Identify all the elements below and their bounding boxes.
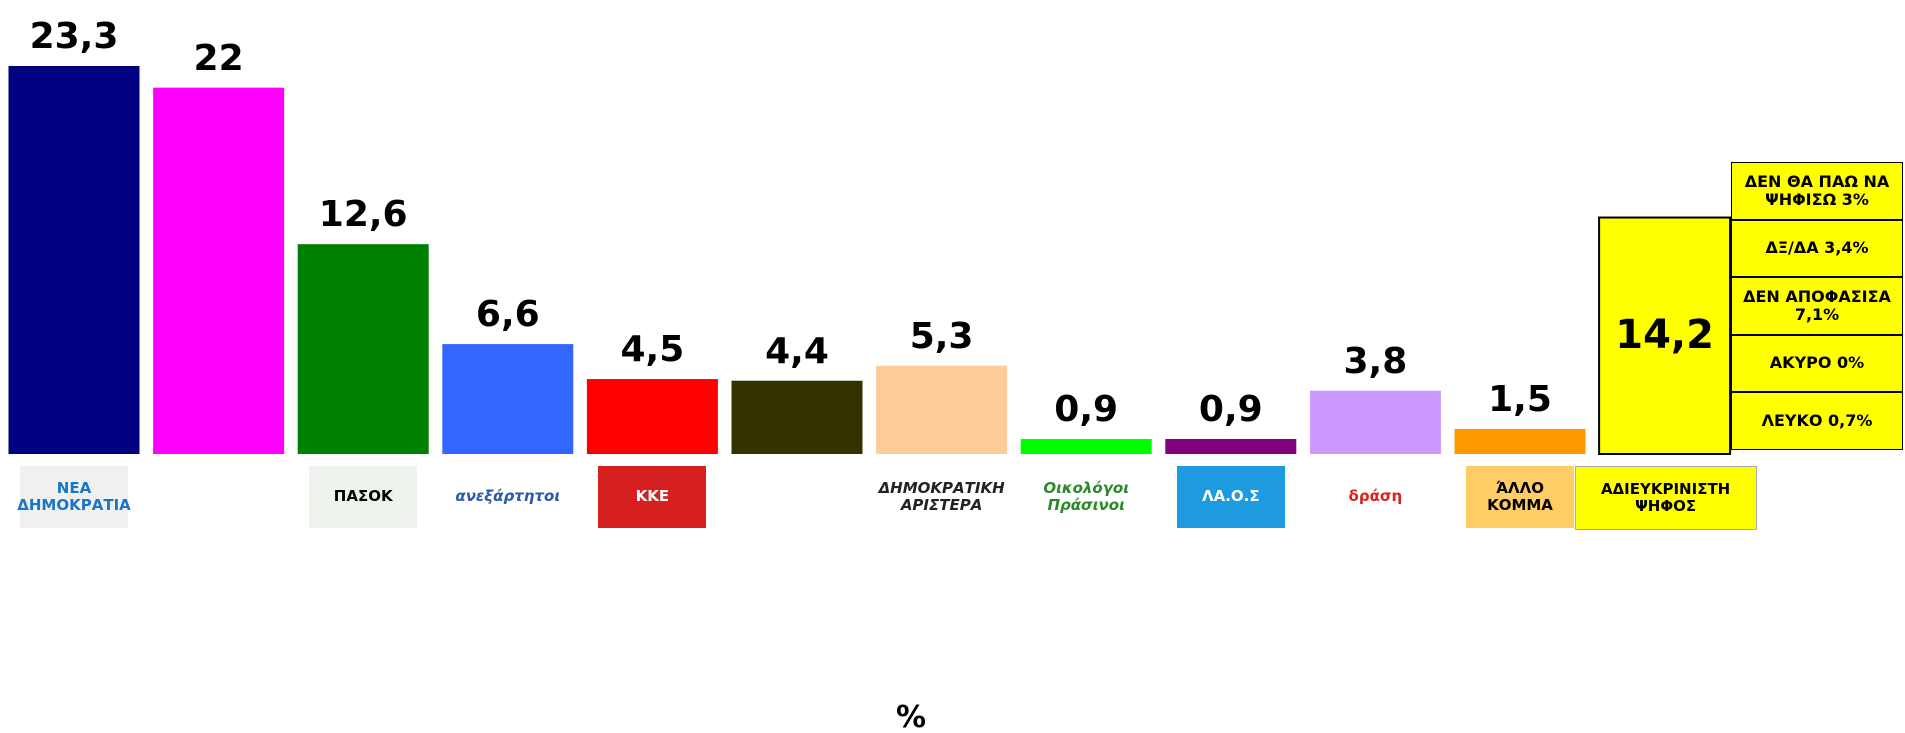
value-label: 6,6 — [475, 294, 540, 336]
x-tick-label: ΚΚΕ — [598, 466, 707, 528]
value-label: 0,9 — [1198, 389, 1263, 430]
bar — [442, 344, 574, 454]
bar — [1454, 429, 1586, 454]
bar — [731, 380, 863, 454]
value-label: 12,6 — [318, 194, 408, 236]
annotation: ΔΞ/ΔΑ 3,4% — [1731, 219, 1903, 277]
value-label: 1,5 — [1488, 379, 1552, 421]
annotation: ΔΕΝ ΑΠΟΦΑΣΙΣΑ 7,1% — [1731, 277, 1903, 335]
bar — [1165, 439, 1297, 454]
bar — [1309, 390, 1441, 454]
x-tick-label: ΠΑΣΟΚ — [309, 466, 418, 528]
x-tick-label: ΑΔΙΕΥΚΡΙΝΙΣΤΗ ΨΗΦΟΣ — [1574, 466, 1757, 530]
x-tick-label: Οικολόγοι Πράσινοι — [1043, 478, 1130, 514]
x-tick-label: ανεξάρτητοι — [455, 487, 561, 506]
x-axis-label: % — [895, 700, 927, 733]
value-label: 0,9 — [1054, 389, 1119, 430]
annotation: ΑΚΥΡΟ 0% — [1731, 334, 1903, 392]
bar — [297, 244, 429, 454]
annotation: ΛΕΥΚΟ 0,7% — [1731, 392, 1903, 450]
x-tick-label: ΔΗΜΟΚΡΑΤΙΚΗ ΑΡΙΣΤΕΡΑ — [878, 478, 1005, 514]
annotation: ΔΕΝ ΘΑ ΠΑΩ ΝΑ ΨΗΦΙΣΩ 3% — [1731, 162, 1903, 220]
bar — [586, 379, 718, 454]
x-tick-label: ΛΑ.Ο.Σ — [1176, 466, 1285, 528]
x-tick-label: ΝΕΑ ΔΗΜΟΚΡΑΤΙΑ — [17, 466, 131, 528]
bar — [1598, 216, 1732, 455]
x-tick-label: ΆΛΛΟ ΚΟΜΜΑ — [1466, 466, 1574, 528]
value-label: 3,8 — [1343, 340, 1408, 382]
x-tick-label: δράση — [1348, 487, 1403, 506]
bar — [8, 66, 140, 454]
bar — [153, 87, 285, 454]
value-label: 4,5 — [620, 329, 685, 371]
value-label: 22 — [193, 37, 244, 79]
value-label: 23,3 — [29, 16, 119, 57]
bar — [876, 365, 1008, 454]
bar — [1020, 439, 1152, 454]
value-label: 14,2 — [1615, 311, 1714, 358]
value-label: 5,3 — [909, 315, 974, 357]
value-label: 4,4 — [765, 330, 829, 372]
